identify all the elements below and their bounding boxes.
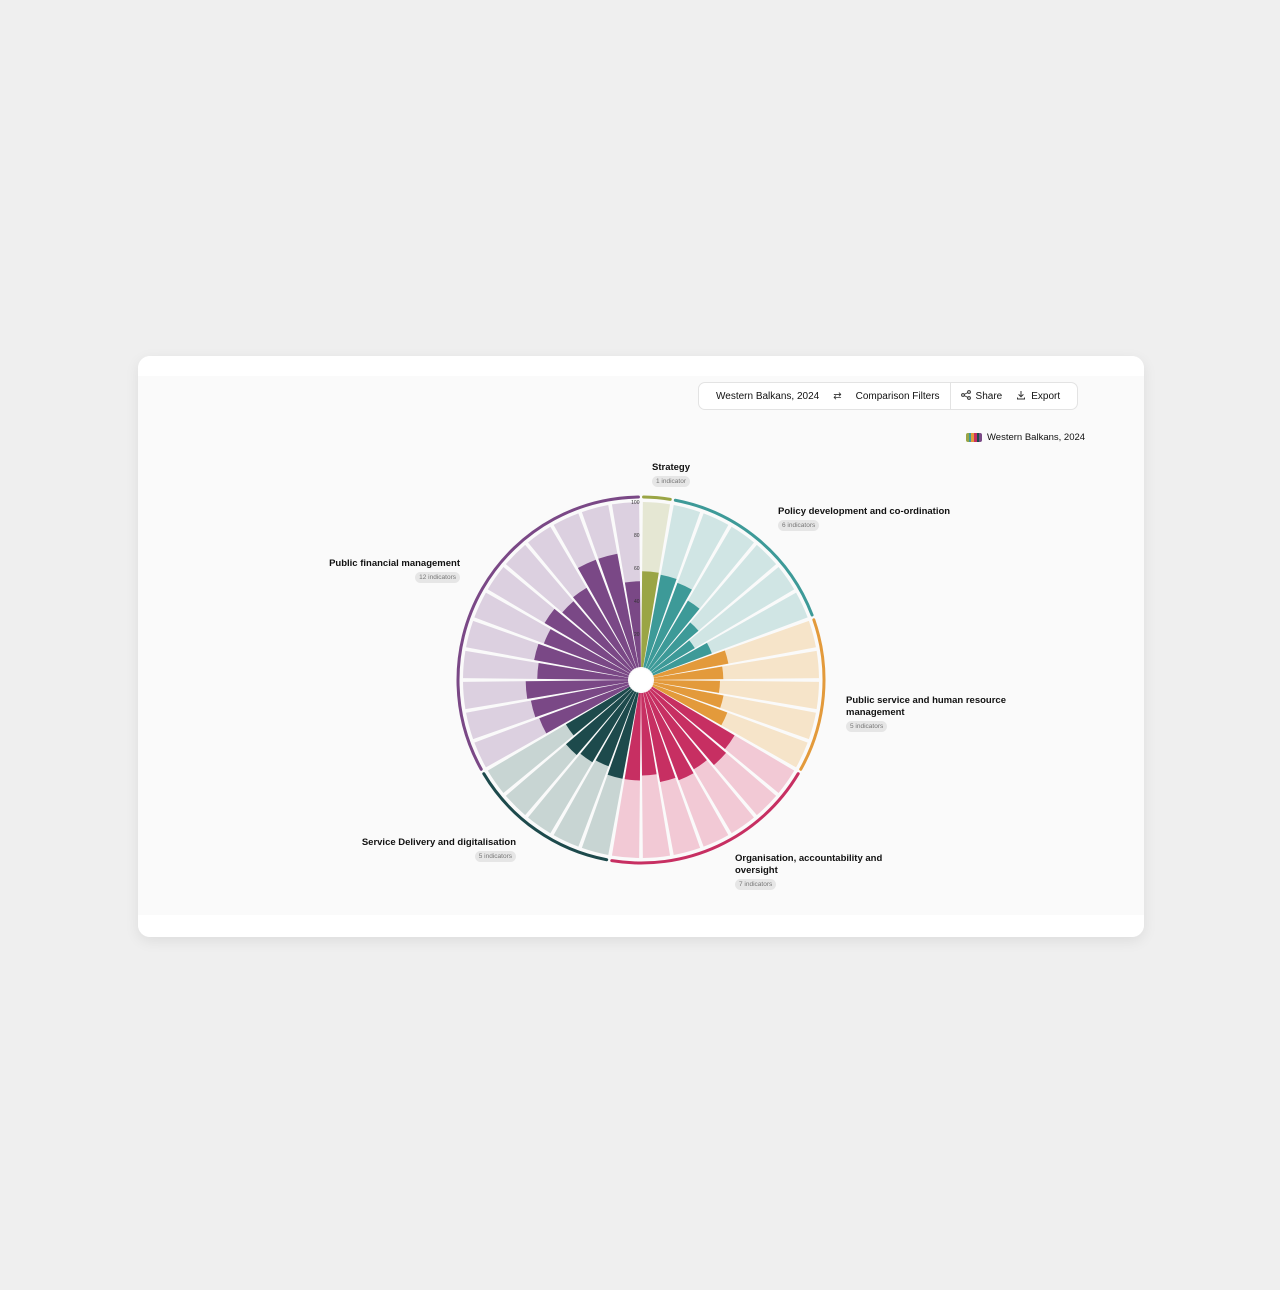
- bar-value[interactable]: [607, 692, 639, 779]
- bar-value[interactable]: [530, 682, 629, 718]
- bar-value[interactable]: [653, 680, 720, 693]
- indicator-count-badge: 12 indicators: [415, 572, 460, 583]
- swap-button[interactable]: ⇄: [826, 391, 848, 402]
- group-title: Public service and human resource manage…: [846, 695, 1006, 718]
- tick-label: 60: [634, 566, 640, 572]
- selection-button[interactable]: Western Balkans, 2024: [709, 391, 826, 402]
- bar-value[interactable]: [624, 692, 641, 781]
- indicator-count-badge: 1 indicator: [652, 476, 690, 487]
- bar-value[interactable]: [645, 691, 694, 781]
- bar-value[interactable]: [641, 692, 657, 776]
- export-label: Export: [1031, 390, 1061, 402]
- bar-value[interactable]: [653, 650, 729, 678]
- share-button[interactable]: Share: [954, 389, 1010, 403]
- group-label: Service Delivery and digitalisation 5 ind…: [356, 837, 516, 862]
- selection-label: Western Balkans, 2024: [716, 390, 820, 402]
- bar-value[interactable]: [580, 690, 635, 763]
- bar-value[interactable]: [573, 587, 635, 670]
- bar-value[interactable]: [598, 553, 639, 668]
- legend-swatch-segment: [974, 433, 977, 442]
- download-icon: [1016, 390, 1026, 403]
- bar-value[interactable]: [649, 688, 727, 766]
- share-label: Share: [975, 390, 1003, 402]
- bar-value[interactable]: [537, 663, 629, 680]
- bar-value[interactable]: [643, 574, 677, 668]
- group-label: Strategy 1 indicator: [652, 462, 690, 487]
- tick-label: 100: [631, 500, 640, 506]
- group-label: Policy development and co-ordination 6 in…: [778, 506, 950, 531]
- legend: Western Balkans, 2024: [966, 432, 1085, 443]
- legend-swatch-segment: [968, 433, 972, 442]
- card-header-strip: [138, 356, 1144, 376]
- bar-value[interactable]: [562, 601, 633, 672]
- legend-swatch: [966, 433, 982, 442]
- group-ring: [456, 495, 640, 771]
- bar-value[interactable]: [641, 571, 659, 668]
- comparison-filters-button[interactable]: Comparison Filters: [849, 391, 947, 402]
- group-label: Public service and human resource manage…: [846, 695, 1021, 732]
- center-hole: [629, 668, 653, 692]
- indicator-count-badge: 6 indicators: [778, 520, 820, 531]
- tick-label: 80: [634, 533, 640, 539]
- toolbar-divider: [949, 383, 951, 409]
- legend-swatch-segment: [966, 433, 969, 442]
- bar-value[interactable]: [653, 682, 724, 708]
- comparison-filters-label: Comparison Filters: [855, 390, 940, 402]
- bar-value[interactable]: [543, 629, 630, 676]
- group-ring: [610, 772, 800, 865]
- group-title: Strategy: [652, 462, 691, 473]
- tick-label: 20: [634, 632, 640, 638]
- bar-value[interactable]: [652, 684, 728, 726]
- bar-value[interactable]: [544, 608, 631, 674]
- indicator-count-badge: 5 indicators: [474, 851, 516, 862]
- bar-value[interactable]: [595, 691, 637, 767]
- swap-icon: ⇄: [833, 390, 842, 402]
- legend-swatch-segment: [971, 433, 975, 442]
- indicator-count-badge: 5 indicators: [846, 721, 888, 732]
- bar-value[interactable]: [643, 692, 676, 782]
- legend-swatch-segment: [976, 433, 980, 442]
- indicator-count-badge: 7 indicators: [735, 879, 777, 890]
- bar-value[interactable]: [647, 690, 707, 770]
- bar-value[interactable]: [651, 686, 735, 749]
- toolbar: Western Balkans, 2024 ⇄ Comparison Filte…: [698, 382, 1079, 410]
- group-ring: [799, 618, 826, 771]
- bar-value[interactable]: [647, 600, 700, 670]
- bar-value[interactable]: [565, 688, 633, 756]
- bar-value[interactable]: [565, 686, 631, 736]
- bar-value[interactable]: [534, 643, 629, 678]
- bar-value[interactable]: [525, 680, 629, 699]
- share-icon: [960, 389, 971, 403]
- legend-swatch-segment: [979, 433, 982, 442]
- chart-card: Western Balkans, 2024 ⇄ Comparison Filte…: [138, 356, 1144, 937]
- group-title: Service Delivery and digitalisation: [361, 837, 516, 848]
- group-ring: [642, 495, 672, 501]
- card-footer-strip: [138, 915, 1144, 937]
- bar-value[interactable]: [645, 582, 692, 669]
- radial-bar-chart: 100 80 60 40 20: [456, 495, 826, 865]
- group-label: Organisation, accountability and oversig…: [735, 853, 895, 890]
- bar-value[interactable]: [624, 581, 641, 668]
- group-title: Policy development and co-ordination: [778, 506, 951, 517]
- export-button[interactable]: Export: [1009, 390, 1067, 403]
- bar-value[interactable]: [539, 684, 630, 734]
- group-title: Organisation, accountability and oversig…: [735, 853, 883, 876]
- bar-value[interactable]: [653, 666, 724, 680]
- bar-value[interactable]: [649, 622, 699, 672]
- bar-value[interactable]: [652, 642, 712, 676]
- group-ring: [673, 498, 814, 617]
- bar-value[interactable]: [577, 559, 637, 669]
- tick-label: 40: [634, 599, 640, 605]
- bar-value[interactable]: [651, 640, 695, 674]
- group-label: Public financial management 12 indicators: [318, 558, 460, 583]
- group-title: Public financial management: [329, 558, 460, 569]
- group-ring: [482, 772, 609, 862]
- legend-label: Western Balkans, 2024: [987, 432, 1086, 443]
